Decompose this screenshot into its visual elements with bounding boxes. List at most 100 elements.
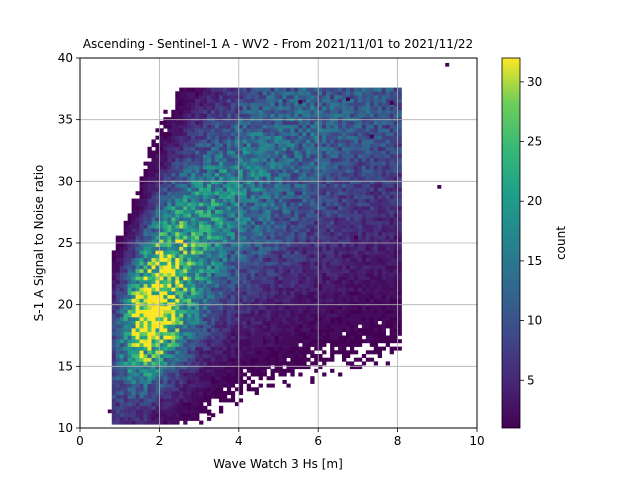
- heatmap-cell: [294, 324, 299, 329]
- heatmap-cell: [115, 354, 120, 358]
- heatmap-cell: [294, 217, 299, 222]
- heatmap-cell: [183, 172, 188, 177]
- heatmap-cell: [290, 328, 295, 333]
- heatmap-cell: [258, 202, 263, 207]
- heatmap-cell: [187, 165, 192, 170]
- heatmap-cell: [282, 180, 287, 185]
- heatmap-cell: [214, 339, 220, 344]
- heatmap-cell: [334, 87, 339, 92]
- heatmap-cell: [361, 95, 367, 99]
- heatmap-cell: [326, 280, 331, 284]
- heatmap-cell: [139, 283, 144, 288]
- heatmap-cell: [167, 317, 172, 321]
- heatmap-cell: [199, 361, 204, 366]
- heatmap-cell: [298, 128, 303, 133]
- heatmap-cell: [155, 283, 160, 288]
- heatmap-cell: [334, 102, 339, 107]
- heatmap-cell: [266, 161, 271, 166]
- heatmap-cell: [199, 213, 204, 218]
- heatmap-cell: [167, 150, 172, 155]
- heatmap-cell: [361, 235, 367, 240]
- heatmap-cell: [207, 376, 212, 381]
- heatmap-cell: [282, 165, 287, 170]
- heatmap-cell: [314, 313, 319, 318]
- heatmap-cell: [234, 176, 240, 181]
- heatmap-cell: [207, 139, 212, 144]
- heatmap-cell: [195, 276, 200, 281]
- heatmap-cell: [357, 187, 363, 192]
- heatmap-cell: [135, 298, 140, 303]
- heatmap-cell: [357, 194, 363, 199]
- heatmap-cell: [226, 346, 232, 351]
- heatmap-cell: [131, 239, 136, 244]
- heatmap-cell: [199, 194, 204, 199]
- heatmap-cell: [290, 206, 295, 210]
- heatmap-cell: [183, 165, 188, 170]
- heatmap-cell: [357, 180, 363, 185]
- heatmap-cell: [187, 413, 192, 418]
- heatmap-cell: [238, 217, 244, 222]
- heatmap-cell: [111, 376, 117, 381]
- heatmap-cell: [266, 354, 271, 358]
- heatmap-cell: [242, 309, 248, 314]
- heatmap-cell: [254, 180, 259, 185]
- heatmap-cell: [326, 261, 331, 266]
- heatmap-cell: [357, 313, 363, 318]
- heatmap-cell: [135, 328, 140, 333]
- heatmap-cell: [175, 365, 180, 370]
- heatmap-cell: [207, 346, 212, 351]
- heatmap-cell: [369, 305, 375, 310]
- heatmap-cell: [214, 328, 220, 333]
- heatmap-cell: [254, 217, 259, 222]
- heatmap-cell: [298, 224, 303, 229]
- heatmap-cell: [127, 402, 132, 407]
- heatmap-cell: [365, 187, 371, 192]
- heatmap-cell: [214, 394, 220, 399]
- heatmap-cell: [167, 420, 172, 425]
- heatmap-cell: [342, 309, 347, 314]
- heatmap-cell: [330, 172, 335, 177]
- heatmap-cell: [226, 220, 232, 225]
- heatmap-cell: [203, 309, 208, 314]
- heatmap-cell: [199, 146, 204, 151]
- heatmap-cell: [222, 231, 228, 236]
- heatmap-cell: [163, 228, 168, 233]
- heatmap-cell: [345, 287, 351, 292]
- heatmap-cell: [214, 302, 220, 307]
- heatmap-cell: [191, 287, 196, 292]
- heatmap-cell: [226, 161, 232, 166]
- heatmap-cell: [179, 124, 184, 129]
- heatmap-cell: [254, 250, 259, 255]
- heatmap-cell: [167, 261, 172, 266]
- heatmap-cell: [191, 161, 196, 166]
- heatmap-cell: [218, 394, 224, 399]
- heatmap-cell: [222, 342, 228, 347]
- heatmap-cell: [274, 331, 279, 336]
- heatmap-cell: [330, 335, 335, 340]
- heatmap-cell: [222, 165, 228, 170]
- heatmap-cell: [211, 372, 216, 377]
- heatmap-cell: [211, 391, 216, 395]
- heatmap-cell: [242, 150, 248, 155]
- heatmap-cell: [254, 165, 259, 170]
- heatmap-cell: [242, 106, 248, 111]
- heatmap-cell: [203, 157, 208, 162]
- heatmap-cell: [286, 365, 291, 370]
- heatmap-cell: [143, 169, 148, 173]
- heatmap-cell: [167, 376, 172, 381]
- heatmap-cell: [298, 287, 303, 292]
- heatmap-cell: [318, 250, 323, 255]
- heatmap-cell: [135, 391, 140, 395]
- heatmap-cell: [361, 161, 367, 166]
- heatmap-cell: [266, 291, 271, 296]
- heatmap-cell: [203, 372, 208, 377]
- heatmap-cell: [334, 317, 339, 321]
- heatmap-cell: [179, 106, 184, 111]
- heatmap-cell: [365, 224, 371, 229]
- heatmap-cell: [338, 217, 343, 222]
- heatmap-cell: [282, 309, 287, 314]
- heatmap-cell: [326, 276, 331, 281]
- heatmap-cell: [234, 309, 240, 314]
- heatmap-cell: [258, 276, 263, 281]
- heatmap-cell: [167, 368, 172, 373]
